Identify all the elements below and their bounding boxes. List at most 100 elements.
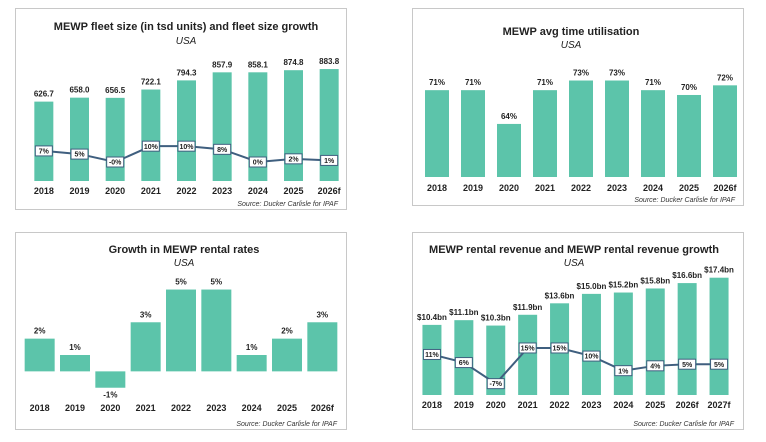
chart-title: MEWP rental revenue and MEWP rental reve…	[429, 244, 719, 256]
category-labels: 2018 2019 2020 2021 2022 2023 2024 2025 2026f 202…	[422, 400, 732, 410]
bar-2019	[461, 90, 485, 177]
data-label: 656.5	[105, 86, 126, 95]
growth-marker	[141, 140, 160, 152]
data-label: 857.9	[212, 60, 233, 69]
category-label: 2021	[518, 400, 538, 410]
data-label: 626.7	[34, 90, 55, 99]
growth-line-group: 7% 5% -0% 10% 10% 8% 0% 2% 1%	[34, 140, 339, 168]
data-label: 73%	[573, 69, 589, 78]
bar-2024	[613, 292, 633, 395]
chart-title: MEWP fleet size (in tsd units) and fleet…	[54, 21, 319, 33]
data-label: $11.1bn	[449, 308, 478, 317]
bar-2018	[34, 101, 54, 181]
growth-marker	[710, 358, 729, 370]
category-label: 2022	[171, 403, 191, 413]
growth-marker	[582, 350, 601, 362]
growth-marker	[34, 145, 53, 157]
category-label: 2020	[100, 403, 120, 413]
growth-label: 1%	[618, 368, 629, 375]
util-chart: MEWP avg time utilisation USA 71% 71%64%7…	[425, 26, 738, 204]
bar-2026f	[307, 322, 338, 372]
data-label: $11.9bn	[513, 303, 542, 312]
growth-label: 10%	[584, 354, 599, 361]
chart-subtitle: USA	[561, 40, 582, 51]
bar-2026f	[319, 69, 339, 181]
growth-label: 11%	[425, 352, 439, 359]
growth-line-group: 11% 6% -7% 15% 15% 10% 1% 4% 5% 5%	[422, 342, 729, 390]
growth-marker	[614, 365, 633, 377]
bar-2022	[569, 80, 593, 177]
data-label: 858.1	[248, 60, 269, 69]
growth-label: 5%	[682, 362, 693, 369]
fleet-chart: MEWP fleet size (in tsd units) and fleet…	[34, 21, 342, 208]
bar-2021	[533, 90, 557, 177]
category-label: 2025	[679, 183, 699, 193]
data-label: 3%	[140, 310, 152, 319]
fleet-chart-panel: MEWP fleet size (in tsd units) and fleet…	[15, 8, 347, 210]
bar-2023	[212, 72, 232, 181]
category-label: 2018	[30, 403, 50, 413]
bar-2020	[105, 97, 125, 181]
revenue-chart: MEWP rental revenue and MEWP rental reve…	[417, 244, 735, 428]
data-label: 883.8	[319, 57, 340, 66]
growth-label: 10%	[179, 144, 194, 151]
category-label: 2022	[550, 400, 570, 410]
category-labels: 2018 2019 2020 2021 2022 2023 2024 2025 2026f	[34, 186, 342, 196]
bar-2026f	[713, 85, 737, 177]
growth-marker	[422, 348, 441, 360]
data-label: 71%	[429, 78, 445, 87]
chart-source: Source: Ducker Carlisle for IPAF	[236, 421, 337, 428]
data-label: $10.3bn	[481, 314, 511, 323]
data-label: $15.2bn	[608, 281, 638, 290]
chart-source: Source: Ducker Carlisle for IPAF	[633, 421, 734, 428]
data-label: 71%	[645, 78, 661, 87]
chart-subtitle: USA	[174, 258, 195, 269]
data-label: 874.8	[283, 58, 304, 67]
data-label: 71%	[537, 78, 553, 87]
data-label: 5%	[211, 278, 223, 287]
data-label: 72%	[717, 73, 733, 82]
category-label: 2022	[571, 183, 591, 193]
growth-line	[431, 346, 720, 385]
bar-2026f	[677, 283, 697, 395]
growth-marker	[177, 140, 196, 152]
data-label: $16.6bn	[672, 271, 702, 280]
growth-label: 7%	[39, 149, 50, 156]
growth-label: 1%	[324, 158, 335, 165]
data-label: 71%	[465, 78, 481, 87]
bar-2024	[236, 355, 267, 372]
growth-label: 2%	[288, 156, 299, 163]
bar-2025	[284, 70, 303, 181]
category-label: 2025	[283, 186, 303, 196]
category-label: 2024	[248, 186, 268, 196]
growth-marker	[213, 143, 232, 155]
category-labels: 2018 2019 2020 2021 2022 2023 2024 2025 2026f	[427, 183, 738, 193]
chart-title: Growth in MEWP rental rates	[109, 244, 260, 256]
rates-chart: Growth in MEWP rental rates USA 2% 1% -1% 3…	[24, 244, 338, 428]
data-label: 1%	[246, 343, 258, 352]
data-label: 2%	[34, 327, 46, 336]
growth-marker	[248, 156, 267, 168]
growth-label: 5%	[714, 362, 725, 369]
category-label: 2023	[212, 186, 232, 196]
category-label: 2025	[645, 400, 665, 410]
category-label: 2020	[105, 186, 125, 196]
util-chart-panel: MEWP avg time utilisation USA 71% 71% 64% 7…	[412, 8, 744, 206]
category-label: 2023	[206, 403, 226, 413]
bar-2018	[425, 90, 449, 177]
data-label: 73%	[609, 69, 625, 78]
data-label: $10.4bn	[417, 313, 447, 322]
bar-2024	[248, 72, 268, 181]
category-label: 2026f	[676, 400, 700, 410]
category-label: 2024	[613, 400, 633, 410]
category-label: 2023	[607, 183, 627, 193]
data-label: 70%	[681, 83, 697, 92]
chart-subtitle: USA	[176, 36, 197, 47]
category-label: 2022	[176, 186, 196, 196]
category-label: 2026f	[713, 183, 737, 193]
data-label: 64%	[501, 112, 517, 121]
category-label: 2019	[65, 403, 85, 413]
bar-2027f	[709, 277, 729, 395]
bar-2021	[518, 314, 538, 395]
growth-marker	[678, 358, 697, 370]
